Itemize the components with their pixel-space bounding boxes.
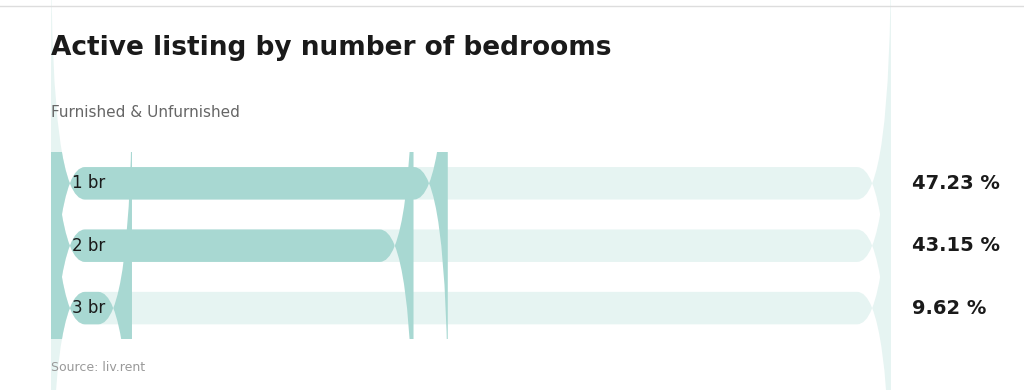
Text: Source: liv.rent: Source: liv.rent [51, 362, 145, 374]
FancyBboxPatch shape [51, 12, 891, 390]
Text: 47.23 %: 47.23 % [911, 174, 999, 193]
Text: 43.15 %: 43.15 % [911, 236, 999, 255]
Text: 1 br: 1 br [72, 174, 105, 192]
FancyBboxPatch shape [51, 0, 447, 390]
FancyBboxPatch shape [51, 75, 891, 390]
Text: 2 br: 2 br [72, 237, 105, 255]
FancyBboxPatch shape [51, 12, 414, 390]
Text: Furnished & Unfurnished: Furnished & Unfurnished [51, 105, 240, 120]
Text: 3 br: 3 br [72, 299, 105, 317]
Text: 9.62 %: 9.62 % [911, 299, 986, 317]
Text: Active listing by number of bedrooms: Active listing by number of bedrooms [51, 35, 611, 61]
FancyBboxPatch shape [51, 75, 132, 390]
FancyBboxPatch shape [51, 0, 891, 390]
